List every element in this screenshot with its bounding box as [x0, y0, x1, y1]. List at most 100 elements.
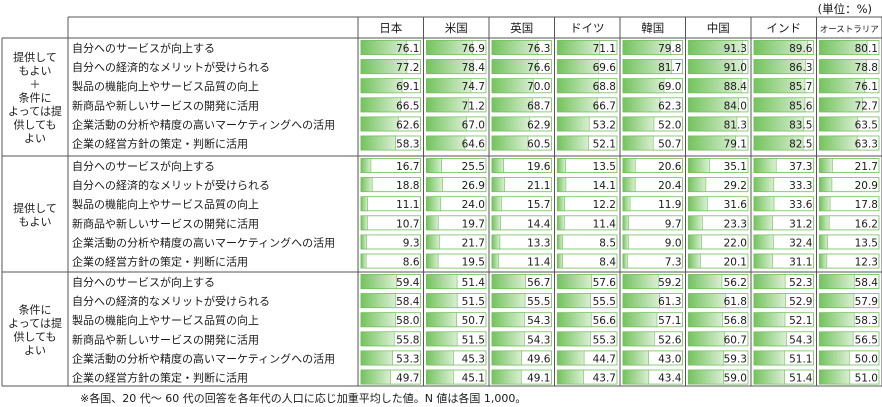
value-bar: [360, 215, 368, 231]
item-label: 自分へのサービスが向上する: [72, 41, 215, 55]
value-bar: [491, 312, 525, 328]
item-label: 企業活動の分析や精度の高いマーケティングへの活用: [72, 235, 335, 249]
group-label: よい: [24, 132, 46, 145]
group-label: よい: [24, 344, 46, 357]
value-label: 85.7: [789, 81, 812, 93]
value-bar: [557, 116, 590, 132]
value-label: 64.6: [462, 139, 486, 151]
value-bar: [426, 312, 457, 328]
value-label: 56.2: [724, 277, 747, 289]
value-bar: [426, 116, 467, 132]
value-bar: [688, 369, 724, 385]
value-bar: [688, 312, 723, 328]
value-bar: [360, 135, 396, 151]
value-label: 63.5: [855, 119, 878, 131]
value-label: 12.3: [855, 257, 878, 269]
country-header: 日本: [379, 21, 402, 35]
value-bar: [622, 177, 636, 193]
value-bar: [753, 312, 786, 328]
value-bar: [688, 215, 703, 231]
unit-label: (単位：%): [817, 2, 872, 16]
value-label: 54.3: [527, 334, 550, 346]
value-label: 72.7: [855, 100, 878, 112]
value-label: 91.0: [724, 62, 747, 74]
value-bar: [688, 253, 701, 269]
value-bar: [753, 234, 774, 250]
country-header: インド: [767, 21, 802, 35]
value-label: 58.3: [855, 315, 878, 327]
group-label: 条件に: [19, 91, 52, 105]
value-bar: [819, 274, 855, 289]
value-label: 29.2: [724, 180, 747, 192]
value-bar: [753, 135, 804, 151]
value-bar: [753, 369, 785, 385]
group-label: よっては提: [8, 317, 62, 330]
value-bar: [819, 331, 854, 347]
value-label: 11.4: [593, 218, 617, 230]
value-bar: [622, 312, 658, 328]
value-bar: [688, 331, 725, 347]
value-label: 31.2: [789, 218, 812, 230]
value-label: 78.8: [855, 62, 878, 74]
value-label: 55.3: [593, 334, 616, 346]
value-label: 62.3: [658, 100, 681, 112]
value-label: 52.1: [789, 315, 812, 327]
value-label: 43.7: [593, 373, 616, 385]
value-bar: [557, 97, 598, 113]
value-bar: [819, 177, 833, 193]
value-label: 70.0: [527, 81, 550, 93]
value-label: 12.2: [593, 199, 616, 211]
value-label: 50.7: [462, 315, 485, 327]
value-label: 91.3: [724, 43, 747, 55]
value-bar: [491, 177, 505, 193]
value-label: 19.5: [462, 257, 485, 269]
value-label: 43.0: [658, 353, 681, 365]
value-bar: [426, 369, 454, 385]
value-label: 23.3: [724, 218, 747, 230]
value-bar: [688, 59, 743, 74]
value-label: 71.1: [593, 43, 616, 55]
item-label: 自分へのサービスが向上する: [72, 275, 215, 289]
item-label: 自分への経済的なメリットが受けられる: [72, 178, 270, 192]
value-label: 51.5: [462, 296, 485, 308]
value-label: 50.7: [658, 139, 681, 151]
country-header: ドイツ: [570, 21, 605, 35]
value-label: 37.3: [789, 161, 812, 173]
value-bar: [688, 135, 736, 151]
value-label: 51.4: [462, 277, 486, 289]
value-label: 11.1: [396, 199, 419, 211]
value-label: 76.1: [396, 43, 419, 55]
value-label: 21.7: [855, 161, 878, 173]
value-bar: [753, 78, 806, 94]
country-header: 中国: [707, 21, 730, 35]
value-label: 15.7: [527, 199, 550, 211]
value-bar: [622, 293, 660, 309]
value-bar: [557, 331, 591, 347]
value-label: 51.1: [789, 353, 812, 365]
value-label: 59.0: [724, 373, 747, 385]
value-bar: [753, 40, 808, 55]
value-bar: [491, 59, 538, 74]
value-label: 21.1: [527, 180, 550, 192]
value-bar: [491, 97, 534, 113]
value-label: 7.3: [665, 257, 682, 269]
value-bar: [557, 312, 592, 328]
value-bar: [426, 177, 443, 193]
value-bar: [360, 234, 367, 250]
value-bar: [491, 331, 525, 347]
value-label: 17.8: [855, 199, 878, 211]
value-label: 77.2: [396, 62, 419, 74]
value-bar: [360, 97, 401, 113]
value-label: 56.8: [724, 315, 747, 327]
value-bar: [426, 234, 440, 250]
value-bar: [622, 196, 631, 212]
value-bar: [819, 135, 858, 151]
value-label: 8.4: [599, 257, 616, 269]
value-label: 56.7: [527, 277, 550, 289]
group-label: 提供して: [13, 201, 57, 215]
value-bar: [557, 196, 566, 212]
value-label: 9.7: [665, 218, 682, 230]
value-label: 53.3: [396, 353, 419, 365]
item-label: 企業の経営方針の策定・判断に活用: [72, 255, 248, 269]
value-label: 81.3: [724, 119, 747, 131]
